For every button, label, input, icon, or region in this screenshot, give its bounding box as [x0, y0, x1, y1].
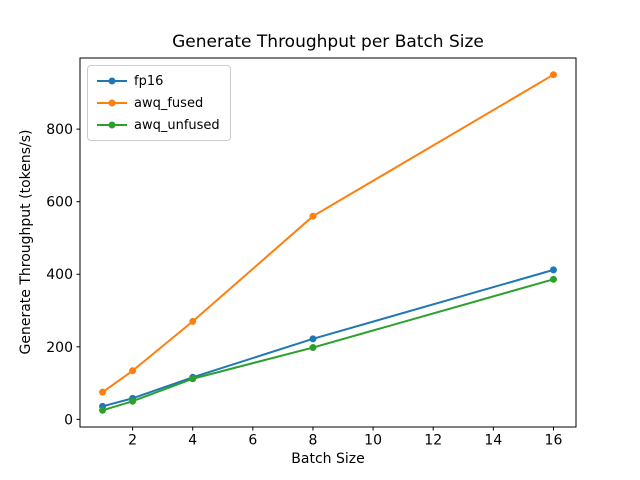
- x-tick-label: 10: [364, 433, 382, 449]
- legend-dot-sample: [108, 99, 116, 107]
- x-tick-label: 14: [484, 433, 502, 449]
- legend-marker-fp16: [97, 77, 127, 85]
- series-line-awq_unfused: [101, 278, 555, 412]
- y-tick-label: 400: [46, 267, 73, 283]
- legend-dot-sample: [108, 121, 116, 129]
- y-tick-label: 600: [46, 195, 73, 211]
- x-tick-label: 4: [188, 433, 197, 449]
- legend-label-awq_unfused: awq_unfused: [134, 117, 220, 133]
- data-point-awq_fused: [309, 212, 317, 220]
- x-axis-ticks: 2 4 6 8 10 12 14 16: [128, 427, 562, 449]
- legend-label-awq_fused: awq_fused: [134, 95, 204, 111]
- legend-item-awq_fused: awq_fused: [97, 93, 220, 113]
- series-lines: [99, 71, 557, 414]
- data-point-fp16: [309, 335, 317, 343]
- legend-item-fp16: fp16: [97, 71, 220, 91]
- y-tick-label: 200: [46, 340, 73, 356]
- y-axis-ticks: 0 200 400 600 800: [46, 122, 80, 428]
- legend-item-awq_unfused: awq_unfused: [97, 115, 220, 135]
- x-tick-label: 12: [424, 433, 442, 449]
- chart-title: Generate Throughput per Batch Size: [172, 32, 484, 52]
- x-tick-label: 8: [309, 433, 318, 449]
- data-point-awq_unfused: [129, 397, 137, 405]
- data-point-fp16: [549, 266, 557, 274]
- x-tick-label: 2: [128, 433, 137, 449]
- legend-label-fp16: fp16: [134, 73, 164, 89]
- data-point-awq_fused: [129, 367, 137, 375]
- x-tick-label: 16: [545, 433, 563, 449]
- y-axis-label: Generate Throughput (tokens/s): [18, 130, 34, 355]
- x-tick-label: 6: [248, 433, 257, 449]
- data-point-awq_unfused: [99, 406, 107, 414]
- y-tick-label: 800: [46, 122, 73, 138]
- legend-dot-sample: [108, 77, 116, 85]
- data-point-awq_fused: [189, 317, 197, 325]
- legend-marker-awq_fused: [97, 99, 127, 107]
- data-point-awq_fused: [99, 388, 107, 396]
- x-axis-label: Batch Size: [291, 451, 364, 467]
- plot-area-border: [79, 57, 577, 428]
- series-line-fp16: [101, 268, 555, 408]
- data-point-awq_unfused: [309, 344, 317, 352]
- legend-marker-awq_unfused: [97, 121, 127, 129]
- data-point-awq_unfused: [189, 375, 197, 383]
- legend: fp16 awq_fused awq_unfused: [87, 65, 231, 141]
- y-tick-label: 0: [64, 412, 73, 428]
- data-point-awq_fused: [549, 71, 557, 79]
- data-point-awq_unfused: [549, 275, 557, 283]
